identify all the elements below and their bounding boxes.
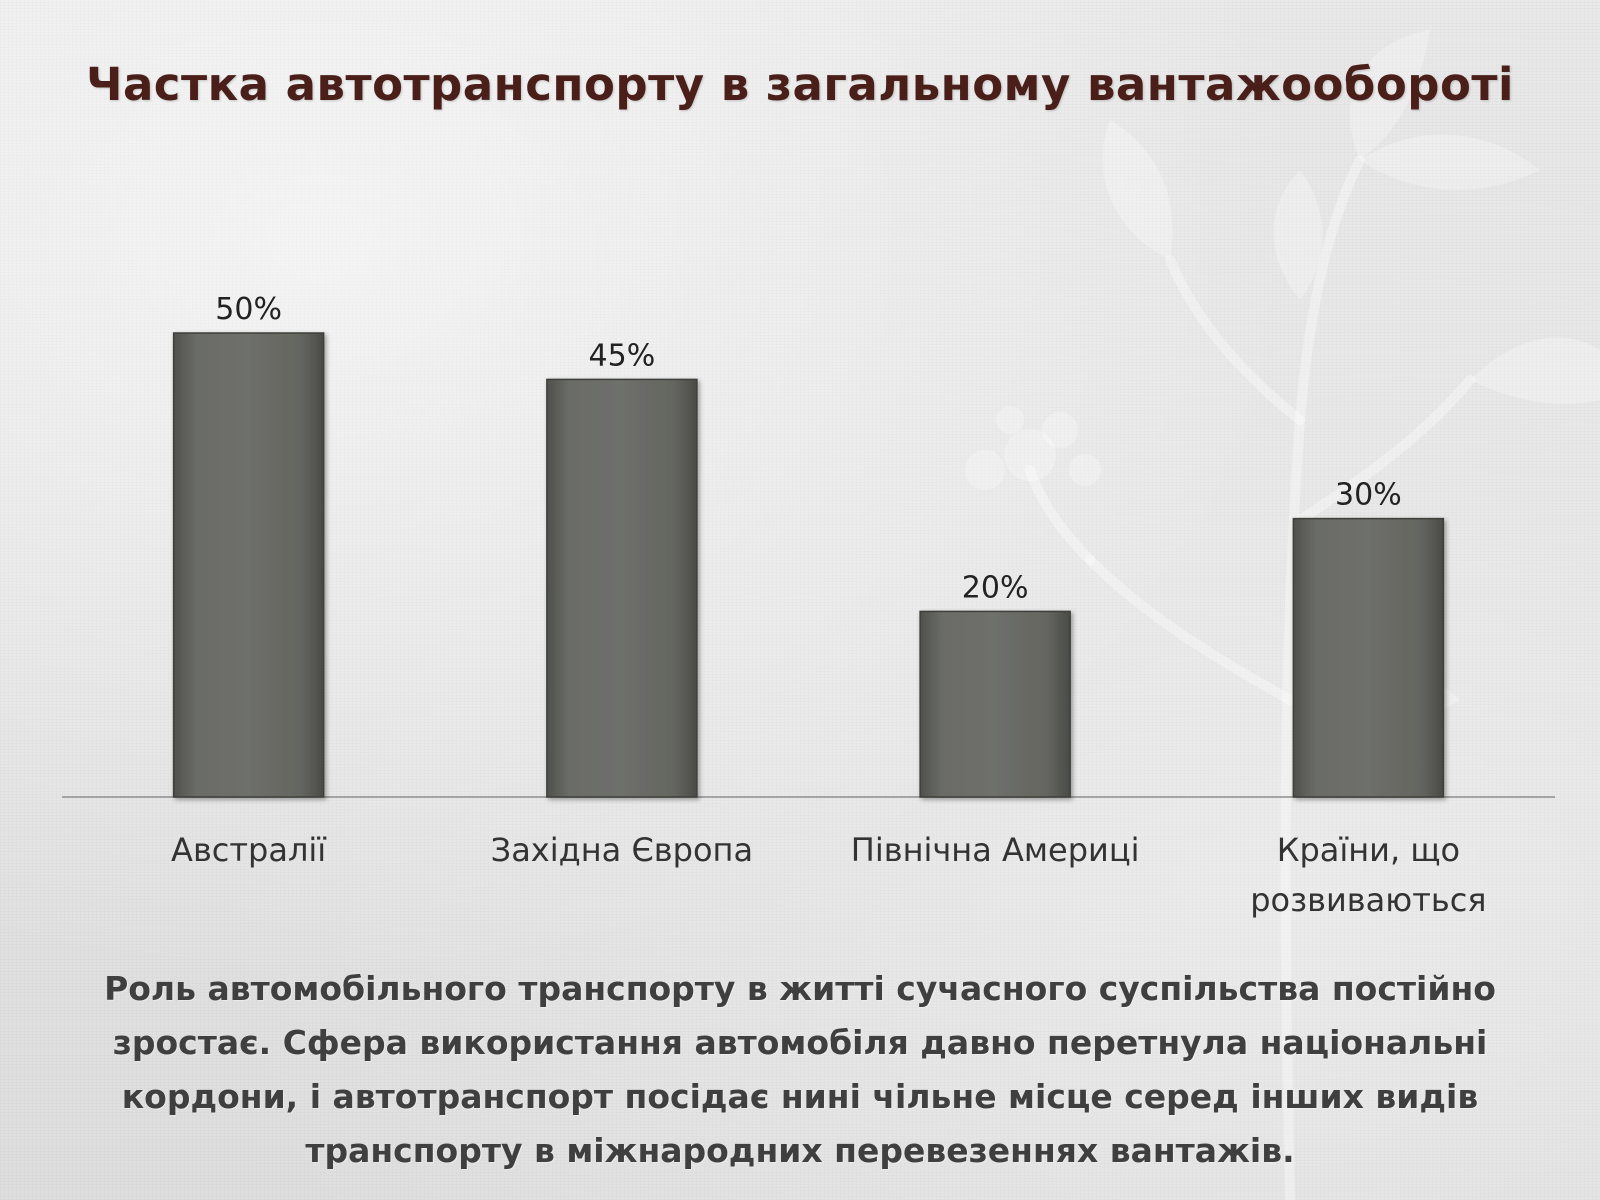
data-label-2: 20% [962,570,1029,605]
data-label-0: 50% [215,292,282,327]
category-label-0: Австралії [171,831,327,869]
category-label-1: Західна Європа [491,831,753,869]
data-label-3: 30% [1335,478,1402,513]
bar-2 [919,610,1071,798]
bar-0 [172,332,325,798]
slide-body-text: Роль автомобільного транспорту в житті с… [104,969,1496,1170]
bar-3 [1292,517,1445,798]
data-label-1: 45% [589,338,656,373]
bar-1 [546,378,698,798]
category-label-2: Північна Америці [851,831,1140,869]
category-label-3: Країни, що розвиваються [1250,831,1486,919]
slide-title: Частка автотранспорту в загальному ванта… [86,58,1514,111]
